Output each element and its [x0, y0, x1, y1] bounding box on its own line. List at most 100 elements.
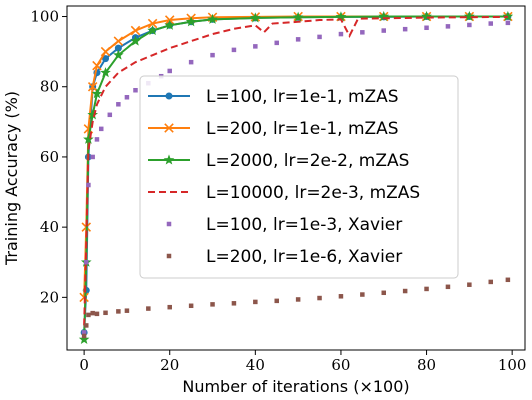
data-point: [317, 295, 322, 301]
data-point: [253, 44, 258, 49]
data-point: [502, 10, 514, 22]
data-point: [147, 18, 158, 29]
data-point: [90, 310, 95, 316]
data-point: [98, 126, 104, 132]
data-point: [505, 277, 511, 283]
data-point: [207, 13, 218, 24]
legend-entry: L=100, lr=1e-1, mZAS: [148, 87, 399, 107]
data-point: [292, 11, 304, 22]
data-point: [402, 26, 408, 32]
data-point: [94, 137, 100, 142]
x-tick-label: 40: [246, 356, 265, 374]
data-point: [130, 25, 141, 36]
data-point: [90, 154, 95, 160]
legend-label: L=10000, lr=2e-3, mZAS: [206, 183, 420, 203]
data-point: [83, 133, 94, 144]
data-point: [505, 20, 511, 26]
data-point: [102, 55, 110, 63]
data-point: [130, 35, 141, 46]
data-point: [147, 24, 158, 36]
data-point: [424, 286, 429, 292]
data-point: [421, 10, 432, 22]
data-point: [464, 10, 475, 22]
data-point: [81, 333, 87, 339]
data-point: [113, 36, 124, 46]
data-point: [100, 46, 111, 57]
series-4: [83, 15, 508, 326]
data-point: [402, 288, 408, 294]
data-point: [188, 59, 194, 65]
data-point: [146, 306, 151, 311]
data-point: [378, 10, 390, 22]
y-tick-label: 40: [40, 218, 59, 236]
data-point: [133, 87, 138, 93]
data-point: [231, 301, 237, 306]
x-axis-label: Number of iterations (×100): [182, 377, 409, 396]
data-point: [445, 284, 451, 290]
data-point: [86, 312, 91, 318]
data-point: [253, 299, 258, 305]
data-point: [360, 292, 365, 297]
data-point: [274, 40, 279, 46]
data-point: [360, 30, 365, 35]
legend-marker: [166, 253, 172, 259]
legend-entry: L=200, lr=1e-6, Xavier: [166, 247, 402, 267]
legend-entry: L=10000, lr=2e-3, mZAS: [148, 183, 420, 203]
series-line: [83, 15, 508, 326]
data-point: [87, 109, 99, 120]
data-point: [103, 310, 108, 316]
data-point: [113, 49, 124, 60]
plot-frame: [66, 5, 526, 351]
data-point: [188, 303, 194, 309]
plot-area: [78, 10, 514, 344]
data-point: [335, 11, 347, 22]
data-point: [274, 298, 279, 304]
data-point: [445, 24, 451, 29]
data-point: [231, 47, 237, 53]
data-point: [250, 12, 261, 23]
x-tick-label: 60: [331, 356, 350, 374]
legend: L=100, lr=1e-1, mZAS L=200, lr=1e-1, mZAS…: [139, 75, 459, 279]
data-point: [488, 21, 494, 26]
legend-entry: L=2000, lr=2e-2, mZAS: [148, 151, 409, 171]
data-point: [467, 22, 472, 28]
data-point: [94, 311, 100, 317]
legend-marker: [163, 154, 175, 165]
data-point: [78, 333, 90, 344]
legend-label: L=200, lr=1e-1, mZAS: [206, 119, 399, 139]
y-axis-label: Training Accuracy (%): [2, 91, 21, 266]
legend-label: L=2000, lr=2e-2, mZAS: [206, 151, 409, 171]
legend-box: [139, 75, 459, 279]
data-point: [100, 67, 111, 78]
legend-marker: [166, 221, 172, 227]
x-tick-label: 0: [79, 356, 89, 374]
data-point: [124, 95, 130, 100]
data-point: [381, 290, 386, 296]
data-point: [317, 34, 322, 40]
y-tick-label: 100: [30, 8, 59, 26]
legend-label: L=100, lr=1e-3, Xavier: [206, 215, 402, 235]
data-point: [87, 81, 98, 92]
y-tick-label: 20: [40, 288, 59, 306]
data-point: [91, 88, 103, 99]
data-point: [210, 302, 215, 307]
x-tick-label: 80: [417, 356, 436, 374]
y-tick-label: 60: [40, 148, 59, 166]
data-point: [116, 102, 121, 107]
data-point: [116, 309, 121, 314]
data-point: [210, 52, 215, 58]
legend-entry: L=200, lr=1e-1, mZAS: [148, 119, 399, 139]
data-point: [381, 28, 386, 33]
data-point: [92, 60, 102, 71]
legend-label: L=200, lr=1e-6, Xavier: [206, 247, 402, 267]
series-6: [81, 277, 511, 339]
legend-marker: [164, 123, 174, 133]
data-point: [84, 259, 89, 265]
data-point: [338, 31, 344, 37]
data-point: [295, 297, 301, 302]
data-point: [107, 112, 113, 118]
data-point: [167, 304, 172, 310]
legend-marker: [165, 92, 173, 100]
legend-entry: L=100, lr=1e-3, Xavier: [166, 215, 402, 235]
